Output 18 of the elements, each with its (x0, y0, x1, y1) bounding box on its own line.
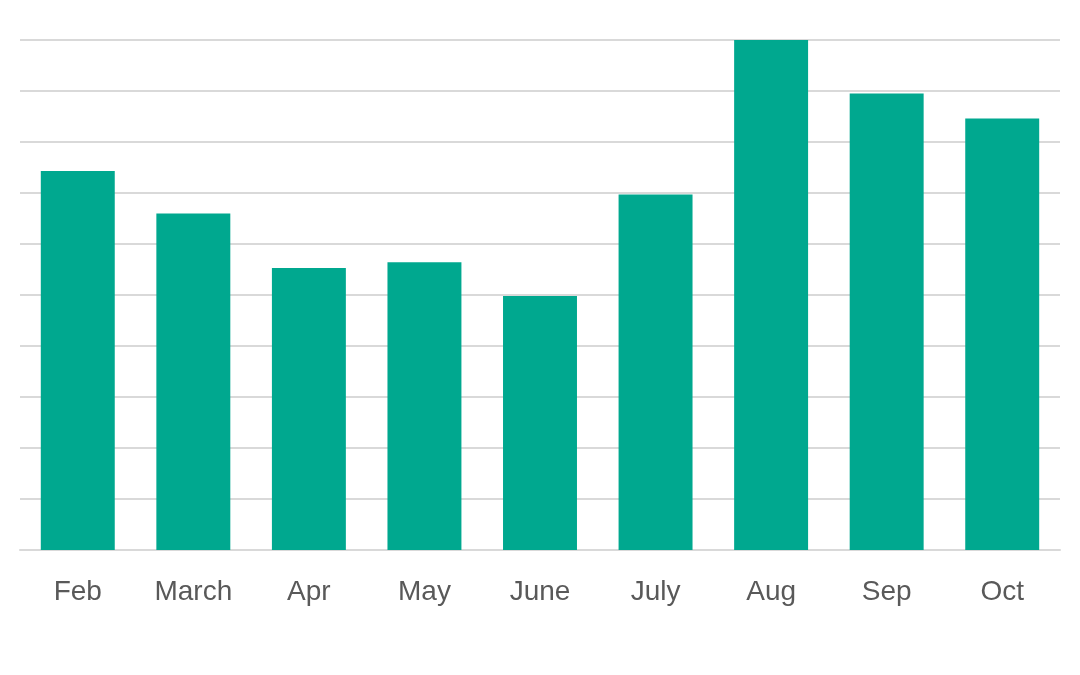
bar (965, 118, 1040, 550)
bar (271, 267, 346, 550)
bar (387, 262, 462, 550)
x-tick-label: Feb (53, 574, 102, 606)
bar (734, 40, 809, 550)
bar (618, 194, 693, 550)
bar (849, 93, 924, 550)
x-tick-label: July (630, 574, 681, 606)
bar (40, 171, 115, 550)
bar (503, 296, 577, 550)
x-tick-label: Aug (746, 574, 797, 606)
x-tick-label: May (397, 574, 451, 606)
x-tick-label: March (154, 574, 233, 606)
x-tick-label: Apr (287, 574, 331, 606)
x-tick-label: Oct (980, 574, 1025, 606)
bar (156, 213, 231, 550)
x-tick-label: Sep (861, 574, 912, 606)
x-tick-label: June (509, 574, 571, 606)
